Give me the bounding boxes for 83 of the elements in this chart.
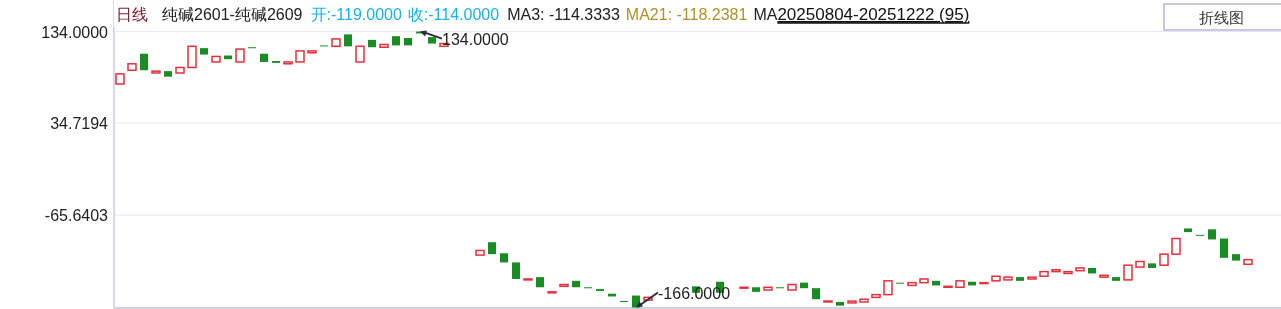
- candlestick: [1208, 229, 1216, 240]
- candlestick: [1232, 254, 1240, 261]
- candlestick: [200, 48, 208, 55]
- candlestick: [1243, 258, 1253, 266]
- candlestick: [260, 53, 268, 62]
- candlestick: [283, 61, 293, 65]
- candlestick: [1039, 270, 1049, 277]
- text: MA21: -118.2381: [625, 6, 748, 23]
- candlestick: [140, 53, 148, 71]
- candlestick: [919, 278, 929, 284]
- candlestick: [211, 55, 221, 63]
- candlestick: [1171, 237, 1181, 255]
- candlestick: [1088, 267, 1096, 274]
- candlestick: [907, 281, 917, 287]
- text: 开:-119.0000: [310, 6, 402, 23]
- candlestick: [739, 286, 749, 289]
- y-tick-label: -65.6403: [44, 207, 109, 225]
- chart-subtitle: 纯碱2601-纯碱2609: [162, 6, 303, 23]
- candlestick: [812, 288, 820, 300]
- candlestick: [1063, 270, 1073, 275]
- candlestick: [344, 34, 352, 47]
- candlestick: [1184, 228, 1192, 233]
- candlestick: [331, 38, 341, 48]
- candlestick: [787, 283, 797, 291]
- candlestick: [752, 287, 760, 292]
- candlestick: [1051, 269, 1061, 273]
- candlestick: [1003, 276, 1013, 281]
- candlestick: [859, 298, 869, 303]
- candlestick: [847, 300, 857, 304]
- candlestick: [151, 70, 161, 74]
- candlestick: [871, 293, 881, 299]
- candlestick: [368, 39, 376, 48]
- y-tick-label: 34.7194: [50, 114, 109, 132]
- candlestick: [295, 50, 305, 63]
- candlestick: [1159, 253, 1169, 266]
- candlestick: [404, 38, 412, 46]
- candlestick: [763, 286, 773, 291]
- candlestick: [235, 48, 245, 63]
- candlestick: [883, 280, 893, 296]
- candlestick: [979, 281, 989, 285]
- candlestick: [1148, 263, 1156, 268]
- candlestick: [175, 66, 185, 74]
- candlestick: [1112, 277, 1120, 281]
- candlestick: [1135, 260, 1145, 268]
- candlestick: [1123, 264, 1133, 281]
- candlestick: [547, 291, 557, 294]
- candlestick: [823, 300, 833, 303]
- candlestick: [187, 45, 197, 69]
- candlestick: [1075, 267, 1085, 272]
- text: 收:-114.0000: [407, 6, 500, 23]
- candlestick: [1220, 238, 1228, 258]
- candlestick: [379, 43, 389, 48]
- y-tick-label: 134.0000: [41, 23, 109, 41]
- candlestick: [836, 301, 844, 306]
- text: 20250804-20251222 (95): [777, 5, 970, 24]
- candlestick: [800, 282, 808, 289]
- candlestick: [392, 36, 400, 46]
- candlestick: [428, 37, 436, 44]
- candlestick: [127, 63, 137, 71]
- candlestick: [512, 262, 520, 279]
- candlestick: [488, 242, 496, 255]
- chart-title: 日线: [116, 6, 148, 23]
- candlestick: [943, 285, 953, 289]
- button: 折线图: [1163, 3, 1281, 31]
- candlestick: [115, 73, 125, 85]
- candlestick: [955, 280, 965, 289]
- candlestick: [355, 45, 365, 63]
- candlestick: [164, 71, 172, 77]
- candlestick: [475, 249, 485, 256]
- text: MA: [753, 6, 778, 23]
- candlestick: [572, 280, 580, 288]
- label: 134.0000: [442, 30, 509, 48]
- candlestick: [1016, 277, 1024, 281]
- label: -166.0000: [658, 284, 731, 302]
- candlestick: [1027, 276, 1037, 280]
- candlestick: [1099, 274, 1109, 278]
- candlestick: [307, 50, 317, 54]
- candlestick: [991, 275, 1001, 282]
- candlestick: [523, 278, 533, 281]
- candlestick: [500, 253, 508, 263]
- candlestick: [536, 277, 544, 288]
- candlestick: [559, 283, 569, 288]
- text: MA3: -114.3333: [507, 6, 620, 23]
